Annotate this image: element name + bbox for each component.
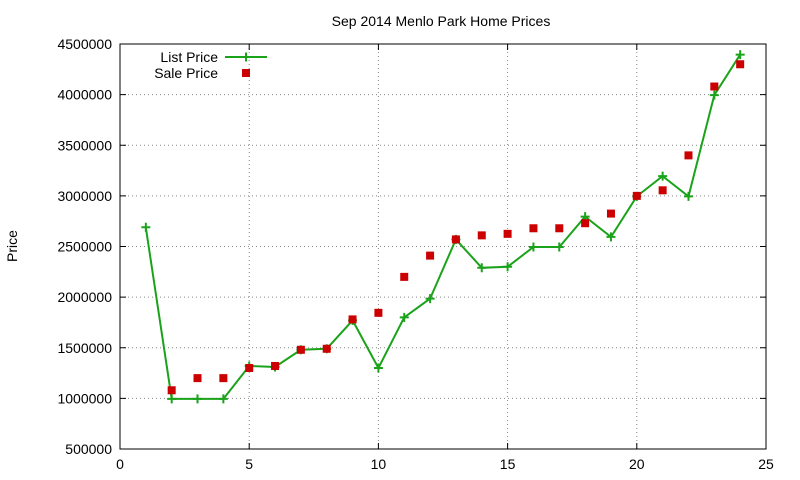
sale-price-point — [606, 209, 615, 218]
sale-price-point — [477, 231, 486, 240]
list-price-point — [425, 294, 435, 304]
list-price-point — [193, 394, 203, 404]
list-price-point — [606, 232, 616, 242]
legend-label-list-price: List Price — [160, 49, 218, 65]
sale-price-point — [374, 308, 383, 317]
list-price-point — [658, 171, 668, 181]
sale-price-point — [193, 374, 202, 383]
list-price-point — [528, 242, 538, 252]
list-price-point — [218, 394, 228, 404]
list-price-point — [477, 263, 487, 273]
x-tick-label: 10 — [371, 456, 387, 472]
series-layer — [141, 50, 745, 404]
x-tick-label: 25 — [758, 456, 774, 472]
list-price-point — [373, 363, 383, 373]
y-tick-label: 4000000 — [57, 87, 112, 103]
legend-marker-sale-price — [242, 69, 250, 77]
sale-price-point — [400, 272, 409, 281]
y-tick-label: 1500000 — [57, 340, 112, 356]
sale-price-point — [296, 345, 305, 354]
list-price-point — [141, 222, 151, 232]
chart-title: Sep 2014 Menlo Park Home Prices — [332, 13, 551, 29]
y-tick-label: 1000000 — [57, 390, 112, 406]
sale-price-point — [710, 82, 719, 91]
sale-price-point — [219, 374, 228, 383]
list-price-point — [709, 90, 719, 100]
sale-price-point — [658, 186, 667, 195]
legend-label-sale-price: Sale Price — [154, 65, 218, 81]
y-tick-label: 3500000 — [57, 137, 112, 153]
list-price-line — [144, 54, 742, 400]
x-ticks: 0 5 10 15 20 25 — [116, 44, 774, 472]
y-tick-label: 500000 — [65, 441, 112, 457]
sale-price-point — [529, 224, 538, 233]
y-tick-label: 3000000 — [57, 188, 112, 204]
x-tick-label: 15 — [500, 456, 516, 472]
sale-price-point — [271, 361, 280, 370]
list-price-point — [399, 312, 409, 322]
sale-price-point — [581, 219, 590, 228]
x-tick-label: 5 — [245, 456, 253, 472]
grid-lines — [120, 44, 766, 449]
sale-price-point — [555, 224, 564, 233]
sale-price-point — [322, 344, 331, 353]
legend-marker-list-price — [241, 52, 251, 62]
sale-price-point — [451, 235, 460, 244]
list-price-point — [167, 394, 177, 404]
sale-price-point — [632, 191, 641, 200]
sale-price-point — [736, 60, 745, 69]
sale-price-point — [684, 151, 693, 160]
y-tick-label: 4500000 — [57, 36, 112, 52]
sale-price-point — [245, 364, 254, 372]
sale-price-point — [348, 315, 357, 324]
list-price-point — [503, 262, 513, 272]
x-tick-label: 20 — [629, 456, 645, 472]
y-axis-label: Price — [4, 230, 20, 262]
y-ticks: 500000 1000000 1500000 2000000 2500000 300000… — [57, 36, 766, 457]
list-price-point — [735, 50, 745, 60]
y-tick-label: 2500000 — [57, 239, 112, 255]
sale-price-point — [503, 229, 512, 238]
list-price-point — [554, 242, 564, 252]
y-tick-label: 2000000 — [57, 289, 112, 305]
x-tick-label: 0 — [116, 456, 124, 472]
list-price-point — [683, 191, 693, 201]
sale-price-point — [426, 251, 435, 260]
sale-price-point — [167, 386, 176, 395]
